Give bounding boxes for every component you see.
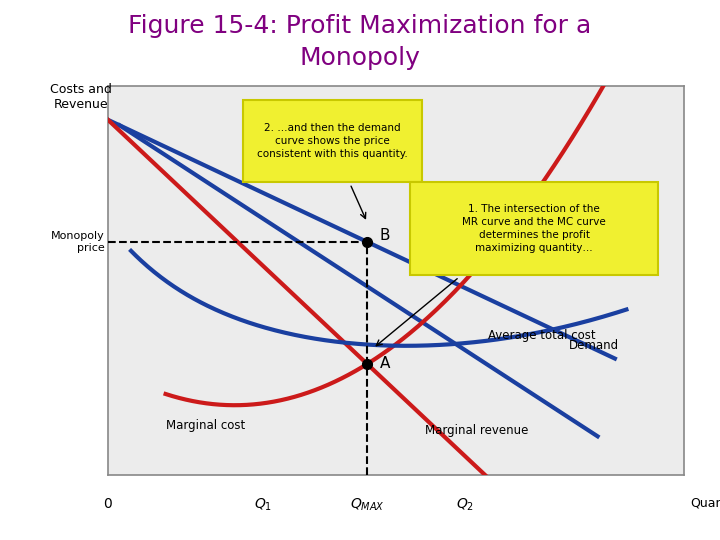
Text: 2. …and then the demand
curve shows the price
consistent with this quantity.: 2. …and then the demand curve shows the … [257, 123, 408, 159]
Text: 1. The intersection of the
MR curve and the MC curve
determines the profit
maxim: 1. The intersection of the MR curve and … [462, 204, 606, 253]
Text: A: A [380, 356, 390, 371]
Text: Costs and
Revenue: Costs and Revenue [50, 83, 112, 111]
FancyBboxPatch shape [243, 100, 422, 181]
Text: Quantity: Quantity [690, 497, 720, 510]
Text: Figure 15-4: Profit Maximization for a: Figure 15-4: Profit Maximization for a [128, 14, 592, 37]
Text: Marginal cost: Marginal cost [166, 418, 245, 431]
Text: $0$: $0$ [103, 497, 113, 511]
Text: $Q_1$: $Q_1$ [254, 497, 273, 513]
Text: Monopoly
price: Monopoly price [51, 231, 105, 253]
Text: B: B [380, 228, 390, 243]
Text: Monopoly: Monopoly [300, 46, 420, 70]
Text: $Q_{MAX}$: $Q_{MAX}$ [350, 497, 384, 513]
Text: Marginal revenue: Marginal revenue [425, 424, 528, 437]
Text: $Q_2$: $Q_2$ [456, 497, 474, 513]
FancyBboxPatch shape [410, 181, 658, 275]
Text: Average total cost: Average total cost [488, 329, 595, 342]
Text: Demand: Demand [569, 339, 619, 352]
